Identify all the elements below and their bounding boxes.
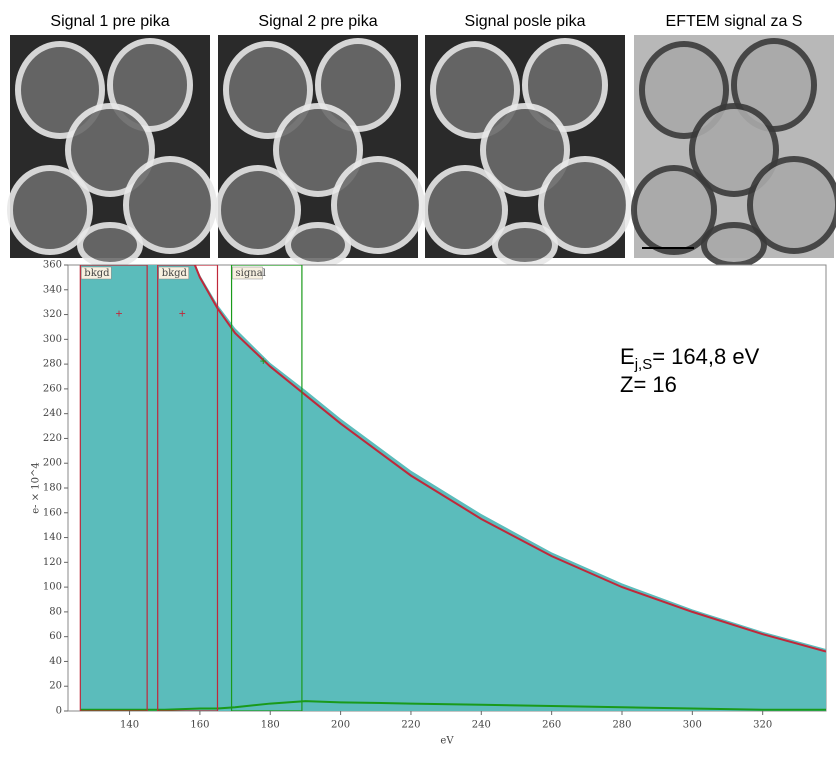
window-label-bg [232, 266, 263, 280]
energy-window [230, 265, 303, 711]
marker: + [179, 307, 186, 321]
window-label-bg [158, 266, 189, 280]
cell [747, 156, 836, 254]
cell [639, 41, 729, 139]
window-label: bkgd [84, 268, 110, 279]
y-tick-label: 140 [43, 532, 62, 543]
marker: + [115, 307, 122, 321]
image-caption: Signal 2 pre pika [258, 13, 377, 30]
x-tick-label: 180 [261, 720, 280, 731]
x-tick-label: 260 [542, 720, 561, 731]
y-tick-label: 340 [43, 284, 62, 295]
image-caption: EFTEM signal za S [666, 13, 803, 30]
annotation-part: j,S [634, 356, 653, 373]
cell [331, 156, 425, 254]
cell [285, 222, 351, 268]
series-line [80, 700, 826, 711]
y-tick-label: 60 [49, 631, 62, 642]
cell [223, 41, 313, 139]
y-tick-label: 260 [43, 383, 62, 394]
x-tick-label: 220 [401, 720, 420, 731]
y-tick-label: 180 [43, 483, 62, 494]
y-tick-label: 240 [43, 408, 62, 419]
cell [422, 165, 508, 255]
micrograph [7, 35, 217, 268]
cell [273, 103, 363, 197]
y-tick-label: 220 [43, 433, 62, 444]
image-caption: Signal posle pika [465, 13, 586, 30]
micrograph [631, 35, 836, 268]
cell [215, 165, 301, 255]
cell [631, 165, 717, 255]
x-tick-label: 140 [120, 720, 139, 731]
window-label: signal [236, 268, 266, 279]
spectrum-area [80, 265, 826, 711]
x-tick-label: 300 [683, 720, 702, 731]
energy-window [79, 265, 148, 711]
window-label-bg [81, 266, 112, 280]
cell [123, 156, 217, 254]
y-tick-label: 300 [43, 334, 62, 345]
x-tick-label: 280 [612, 720, 631, 731]
annotation-part: = 164,8 eV [652, 344, 759, 369]
marker: + [260, 354, 267, 368]
window-label: bkgd [162, 268, 188, 279]
cell [538, 156, 632, 254]
micrograph [215, 35, 425, 268]
annotation-part: E [620, 344, 635, 369]
x-tick-label: 160 [190, 720, 209, 731]
cell [7, 165, 93, 255]
y-tick-label: 200 [43, 458, 62, 469]
y-tick-label: 80 [49, 606, 62, 617]
cell [492, 222, 558, 268]
cell [430, 41, 520, 139]
cell [701, 222, 767, 268]
y-tick-label: 320 [43, 309, 62, 320]
series-line [193, 265, 826, 653]
image-caption: Signal 1 pre pika [50, 13, 169, 30]
cell [15, 41, 105, 139]
x-tick-label: 200 [331, 720, 350, 731]
cell [65, 103, 155, 197]
plot [79, 265, 826, 711]
x-tick-label: 320 [753, 720, 772, 731]
y-tick-label: 280 [43, 359, 62, 370]
y-axis-label: e- × 10^4 [31, 462, 42, 514]
energy-window [157, 265, 219, 711]
x-tick-label: 240 [472, 720, 491, 731]
y-tick-label: 120 [43, 557, 62, 568]
y-tick-label: 160 [43, 507, 62, 518]
cell [480, 103, 570, 197]
x-axis-label: eV [440, 736, 454, 747]
y-tick-label: 40 [49, 656, 62, 667]
annotation: Ej,S= 164,8 eV [620, 344, 760, 373]
cell [689, 103, 779, 197]
y-tick-label: 20 [49, 681, 62, 692]
y-tick-label: 0 [56, 706, 62, 717]
cell [77, 222, 143, 268]
y-tick-label: 100 [43, 582, 62, 593]
annotation-line2: Z= 16 [620, 372, 677, 397]
micrograph [422, 35, 632, 268]
y-tick-label: 360 [43, 260, 62, 271]
